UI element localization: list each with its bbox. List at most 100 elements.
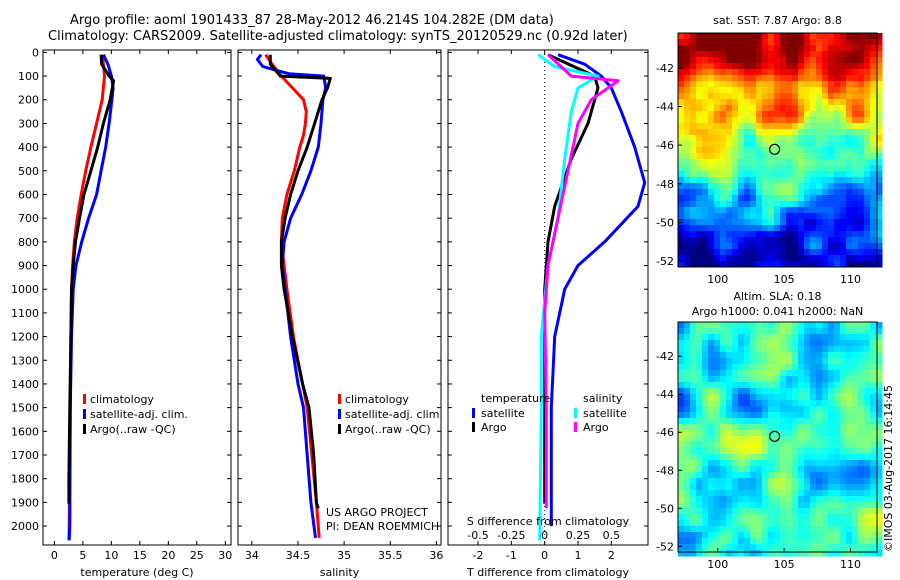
- sst_map-cell: [714, 33, 721, 40]
- sla_map-cell: [792, 364, 799, 371]
- sla_map-cell: [714, 484, 721, 491]
- sst_map-cell: [684, 255, 691, 262]
- sst_map-cell: [768, 195, 775, 202]
- sst_map-cell: [834, 45, 841, 52]
- sla_map-cell: [696, 370, 703, 377]
- sla_map-cell: [756, 412, 763, 419]
- sla_map-cell: [870, 406, 877, 413]
- sst_map-cell: [738, 165, 745, 172]
- sla_map-cell: [738, 466, 745, 473]
- sla_map-cell: [714, 424, 721, 431]
- sla_map-cell: [678, 508, 685, 515]
- sst_map-cell: [690, 63, 697, 70]
- sst_map-cell: [756, 219, 763, 226]
- sst_map-cell: [756, 39, 763, 46]
- sst_map-cell: [702, 207, 709, 214]
- sla_map-cell: [780, 322, 787, 329]
- sla_map-cell: [768, 544, 775, 551]
- sst_map-cell: [786, 207, 793, 214]
- sst_map-cell: [828, 129, 835, 136]
- sst_map-cell: [762, 75, 769, 82]
- sst_map-cell: [870, 135, 877, 142]
- sla_map-cell: [822, 520, 829, 527]
- sla_map-cell: [786, 370, 793, 377]
- sst_map-cell: [738, 237, 745, 244]
- sla_map-cell: [756, 508, 763, 515]
- sla_map-cell: [864, 412, 871, 419]
- sla_map-cell: [780, 412, 787, 419]
- sla_map-cell: [852, 436, 859, 443]
- sla_map-cell: [792, 502, 799, 509]
- sla_map-cell: [732, 496, 739, 503]
- sst_map-cell: [792, 165, 799, 172]
- sla_map-cell: [834, 418, 841, 425]
- sst_map-cell: [828, 153, 835, 160]
- sst_map-cell: [738, 159, 745, 166]
- sla_map-cell: [732, 460, 739, 467]
- sst_map-cell: [798, 177, 805, 184]
- sla_map-cell: [852, 478, 859, 485]
- temperature-xtick-label: 30: [218, 549, 232, 562]
- sla_map-cell: [816, 544, 823, 551]
- sla_map-cell: [714, 532, 721, 539]
- sla_map-cell: [696, 544, 703, 551]
- sst_map-cell: [684, 231, 691, 238]
- sla_map-cell: [720, 340, 727, 347]
- sla_map-cell: [846, 478, 853, 485]
- sst_map-cell: [804, 213, 811, 220]
- sla_map-cell: [720, 544, 727, 551]
- sst_map-cell: [792, 255, 799, 262]
- sla_map-cell: [750, 514, 757, 521]
- sla_map-cell: [708, 394, 715, 401]
- sla_map-cell: [774, 478, 781, 485]
- sst_map-cell: [786, 165, 793, 172]
- salinity-legend-swatch: [338, 409, 341, 419]
- temperature-legend-swatch: [83, 424, 86, 434]
- sla_map-cell: [684, 448, 691, 455]
- sst_map-cell: [720, 255, 727, 262]
- sst_map-cell: [876, 39, 883, 46]
- salinity-xlabel: salinity: [320, 566, 360, 579]
- sst_map-cell: [744, 255, 751, 262]
- sst_map-cell: [792, 243, 799, 250]
- sla_map-cell: [684, 412, 691, 419]
- sst_map-cell: [696, 129, 703, 136]
- sla_map-cell: [744, 334, 751, 341]
- sla_map-cell: [744, 460, 751, 467]
- sla_map-cell: [756, 358, 763, 365]
- sst_map-cell: [798, 219, 805, 226]
- sla_map-cell: [720, 430, 727, 437]
- sla_map-cell: [708, 508, 715, 515]
- sla_map-cell: [744, 544, 751, 551]
- sst_map-cell: [828, 177, 835, 184]
- sla_map-cell: [846, 490, 853, 497]
- sst_map-cell: [750, 231, 757, 238]
- sla_map-cell: [756, 496, 763, 503]
- sla_map-cell: [720, 454, 727, 461]
- sst_map-cell: [822, 45, 829, 52]
- sst_map-cell: [690, 219, 697, 226]
- sst_map-cell: [864, 249, 871, 256]
- sst_map-cell: [852, 51, 859, 58]
- sla_map-cell: [858, 496, 865, 503]
- sst_map-cell: [810, 243, 817, 250]
- sla_map-cell: [828, 358, 835, 365]
- sla_map-cell: [858, 478, 865, 485]
- sst_map-cell: [726, 117, 733, 124]
- sla_map-cell: [816, 520, 823, 527]
- sst_map-cell: [732, 171, 739, 178]
- sla_map-cell: [732, 526, 739, 533]
- sla_map-cell: [792, 436, 799, 443]
- sst_map-cell: [762, 153, 769, 160]
- sla_map-cell: [708, 400, 715, 407]
- sst_map-cell: [768, 261, 775, 268]
- sst_map-cell: [708, 261, 715, 268]
- sla_map-cell: [864, 538, 871, 545]
- sst_map-cell: [864, 171, 871, 178]
- sst_map-cell: [798, 117, 805, 124]
- sla_map-cell: [828, 364, 835, 371]
- sla_map-cell: [708, 532, 715, 539]
- sst_map-cell: [708, 87, 715, 94]
- sst_map-cell: [816, 159, 823, 166]
- sla_map-cell: [840, 370, 847, 377]
